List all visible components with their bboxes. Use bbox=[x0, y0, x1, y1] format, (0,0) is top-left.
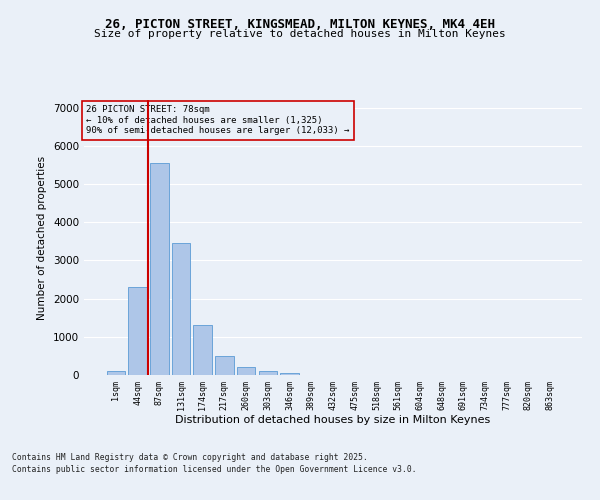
Bar bbox=[215, 356, 233, 375]
Bar bbox=[237, 368, 256, 375]
Bar bbox=[280, 373, 299, 375]
Bar bbox=[172, 243, 190, 375]
Bar bbox=[259, 371, 277, 375]
Bar bbox=[193, 326, 212, 375]
Text: 26 PICTON STREET: 78sqm
← 10% of detached houses are smaller (1,325)
90% of semi: 26 PICTON STREET: 78sqm ← 10% of detache… bbox=[86, 106, 350, 136]
Text: Size of property relative to detached houses in Milton Keynes: Size of property relative to detached ho… bbox=[94, 29, 506, 39]
Bar bbox=[107, 371, 125, 375]
Y-axis label: Number of detached properties: Number of detached properties bbox=[37, 156, 47, 320]
Text: Contains public sector information licensed under the Open Government Licence v3: Contains public sector information licen… bbox=[12, 466, 416, 474]
Bar bbox=[150, 163, 169, 375]
Text: Contains HM Land Registry data © Crown copyright and database right 2025.: Contains HM Land Registry data © Crown c… bbox=[12, 453, 368, 462]
Bar bbox=[128, 287, 147, 375]
Text: 26, PICTON STREET, KINGSMEAD, MILTON KEYNES, MK4 4EH: 26, PICTON STREET, KINGSMEAD, MILTON KEY… bbox=[105, 18, 495, 30]
X-axis label: Distribution of detached houses by size in Milton Keynes: Distribution of detached houses by size … bbox=[175, 416, 491, 426]
